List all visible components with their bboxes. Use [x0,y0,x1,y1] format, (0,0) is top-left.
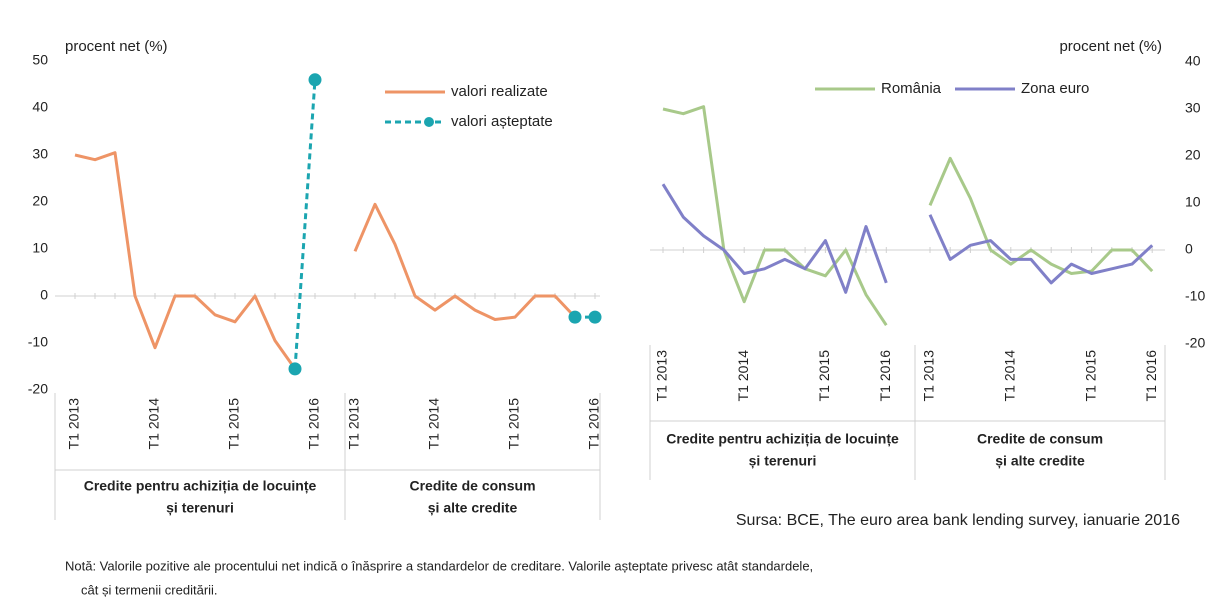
y-tick-label: 30 [32,146,48,162]
note-line: cât și termenii creditării. [81,582,218,597]
group-label: Credite pentru achiziția de locuințe [84,478,317,494]
legend-label: România [881,80,942,97]
y-tick-label: 30 [1185,100,1201,116]
series-marker [288,362,302,376]
y-axis-label: procent net (%) [1059,38,1162,55]
y-tick-label: 50 [32,52,48,68]
x-tick-label: T1 2016 [586,398,602,450]
y-tick-label: -20 [28,381,48,397]
x-tick-label: T1 2016 [877,350,893,402]
x-tick-label: T1 2015 [816,350,832,402]
series-line [661,183,888,294]
y-tick-label: -10 [28,334,48,350]
group-label: Credite de consum [409,478,535,494]
y-axis-label: procent net (%) [65,38,168,55]
x-tick-label: T1 2013 [921,350,937,402]
y-tick-label: -20 [1185,335,1205,351]
series-line [74,151,297,370]
x-tick-label: T1 2015 [506,398,522,450]
y-tick-label: 20 [1185,147,1201,163]
group-label: și alte credite [995,453,1085,469]
x-tick-label: T1 2016 [306,398,322,450]
legend-label: Zona euro [1021,80,1089,97]
x-tick-label: T1 2015 [1082,350,1098,402]
series-marker [308,73,322,87]
y-tick-label: 20 [32,193,48,209]
series-line [928,156,1154,275]
group-label: Credite de consum [977,431,1103,447]
group-label: și alte credite [428,500,518,516]
y-tick-label: -10 [1185,288,1205,304]
x-tick-label: T1 2014 [146,398,162,450]
note-line: Notă: Valorile pozitive ale procentului … [65,558,813,573]
x-tick-label: T1 2013 [346,398,362,450]
x-tick-label: T1 2014 [735,350,751,402]
x-tick-label: T1 2014 [1002,350,1018,402]
series-line [662,105,888,327]
series-marker [568,310,582,324]
series-marker [588,310,602,324]
x-tick-label: T1 2015 [226,398,242,450]
series-line [293,79,317,369]
group-label: Credite pentru achiziția de locuințe [666,431,899,447]
y-tick-label: 0 [40,287,48,303]
source: Sursa: BCE, The euro area bank lending s… [736,512,1180,529]
x-tick-label: T1 2013 [654,350,670,402]
legend-marker [424,117,434,127]
legend-label: valori realizate [451,83,548,100]
x-tick-label: T1 2013 [66,398,82,450]
y-tick-label: 0 [1185,241,1193,257]
x-tick-label: T1 2016 [1143,350,1159,402]
x-tick-label: T1 2014 [426,398,442,450]
y-tick-label: 10 [1185,194,1201,210]
group-label: și terenuri [166,500,234,516]
y-tick-label: 10 [32,240,48,256]
group-label: și terenuri [749,453,817,469]
legend-label: valori așteptate [451,113,553,130]
series-line [353,202,577,321]
y-tick-label: 40 [1185,53,1201,69]
y-tick-label: 40 [32,99,48,115]
series-line [928,214,1154,285]
